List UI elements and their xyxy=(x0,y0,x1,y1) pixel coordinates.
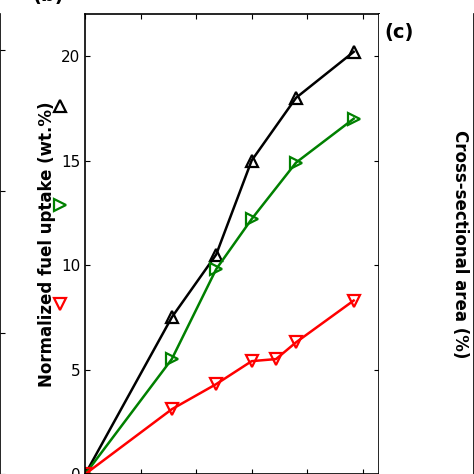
Text: Cross-sectional area (%): Cross-sectional area (%) xyxy=(451,130,469,358)
Text: (c): (c) xyxy=(384,23,413,42)
Y-axis label: Normalized fuel uptake (wt.%): Normalized fuel uptake (wt.%) xyxy=(37,101,55,387)
Text: (b): (b) xyxy=(32,0,64,5)
